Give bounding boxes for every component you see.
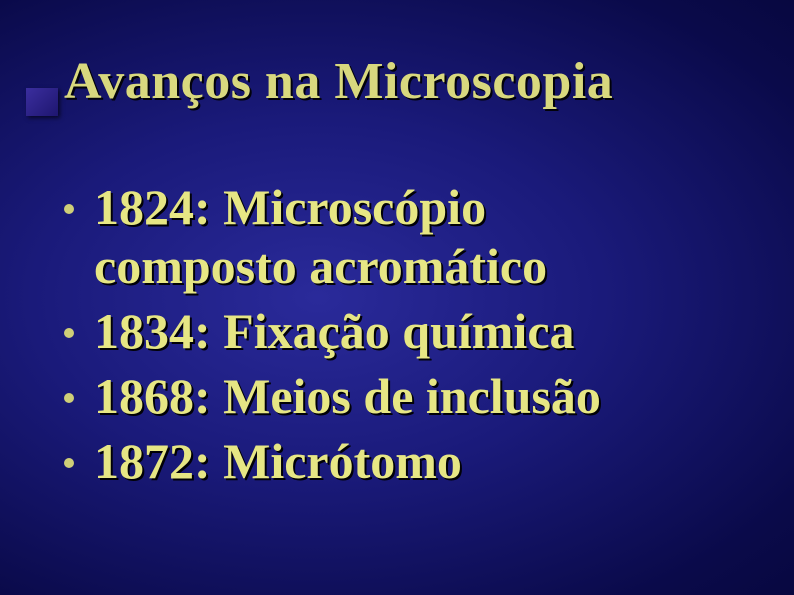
list-item-text: 1834: Fixação química 1834: Fixação quím… [94, 302, 764, 361]
list-item-text: 1868: Meios de inclusão 1868: Meios de i… [94, 367, 764, 426]
list-item: 1834: Fixação química 1834: Fixação quím… [94, 302, 764, 361]
bullet-icon [64, 328, 74, 338]
list-item: 1824: Microscópio composto acromático 18… [94, 178, 764, 296]
slide-title-text: Avanços na Microscopia [64, 53, 613, 110]
bullet-icon [64, 204, 74, 214]
bullet-list: 1824: Microscópio composto acromático 18… [94, 178, 764, 497]
bullet-icon [64, 393, 74, 403]
slide: Avanços na Microscopia Avanços na Micros… [0, 0, 794, 595]
list-item-label: 1868: Meios de inclusão [94, 368, 601, 424]
list-item-text: 1824: Microscópio composto acromático 18… [94, 178, 764, 296]
title-region: Avanços na Microscopia Avanços na Micros… [0, 52, 794, 111]
slide-title: Avanços na Microscopia Avanços na Micros… [0, 52, 794, 111]
list-item-label: 1834: Fixação química [94, 303, 575, 359]
list-item-text: 1872: Micrótomo 1872: Micrótomo [94, 432, 764, 491]
list-item: 1872: Micrótomo 1872: Micrótomo [94, 432, 764, 491]
list-item-label: 1824: Microscópio composto acromático [94, 179, 547, 294]
list-item-label: 1872: Micrótomo [94, 433, 462, 489]
list-item: 1868: Meios de inclusão 1868: Meios de i… [94, 367, 764, 426]
bullet-icon [64, 458, 74, 468]
